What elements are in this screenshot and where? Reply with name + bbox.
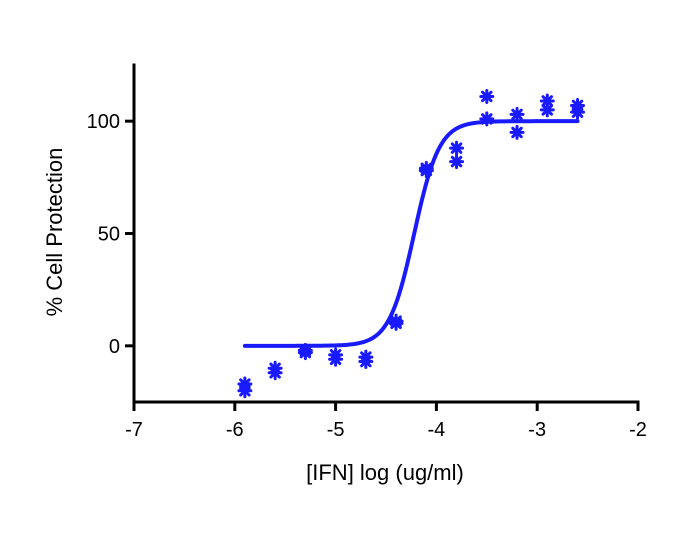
data-point	[358, 354, 374, 370]
data-point	[570, 104, 586, 120]
asterisk-stroke	[511, 108, 523, 121]
y-tick-label: 50	[98, 224, 120, 246]
data-point	[509, 124, 525, 140]
asterisk-stroke	[360, 355, 372, 368]
x-tick-label: -6	[226, 419, 244, 441]
data-point	[509, 106, 525, 122]
y-tick-label: 100	[87, 111, 120, 133]
x-tick-label: -7	[125, 419, 143, 441]
data-point	[297, 345, 313, 361]
data-point	[449, 140, 465, 156]
data-point	[388, 313, 404, 329]
x-tick-label: -5	[327, 419, 345, 441]
fit-curve	[242, 119, 580, 348]
data-point	[539, 102, 555, 118]
asterisk-stroke	[541, 95, 554, 107]
asterisk-stroke	[511, 126, 523, 139]
x-tick-label: -2	[629, 419, 647, 441]
data-points	[237, 88, 586, 399]
data-point	[479, 111, 495, 127]
asterisk-stroke	[450, 155, 463, 168]
data-point	[539, 93, 555, 109]
asterisk-stroke	[450, 142, 463, 154]
y-tick-label: 0	[109, 336, 120, 358]
asterisk-stroke	[541, 104, 554, 116]
y-axis-title: % Cell Protection	[42, 148, 67, 317]
asterisk-stroke	[481, 90, 493, 103]
data-point	[237, 383, 253, 399]
asterisk-stroke	[299, 346, 312, 359]
asterisk-stroke	[239, 385, 251, 397]
asterisk-stroke	[329, 353, 342, 366]
ticks: -7 -6 -5 -4 -3 -2 0 50 100	[87, 111, 647, 441]
x-tick-label: -4	[428, 419, 446, 441]
data-point	[328, 351, 344, 367]
data-point	[479, 88, 495, 104]
asterisk-stroke	[571, 106, 584, 118]
data-point	[418, 163, 434, 179]
data-point	[449, 154, 465, 170]
x-axis-title: [IFN] log (ug/ml)	[306, 460, 464, 485]
asterisk-stroke	[481, 113, 493, 125]
data-point	[267, 365, 283, 381]
axes	[132, 63, 640, 404]
asterisk-stroke	[390, 315, 402, 327]
asterisk-stroke	[420, 164, 433, 177]
asterisk-stroke	[269, 367, 281, 379]
x-tick-label: -3	[528, 419, 546, 441]
